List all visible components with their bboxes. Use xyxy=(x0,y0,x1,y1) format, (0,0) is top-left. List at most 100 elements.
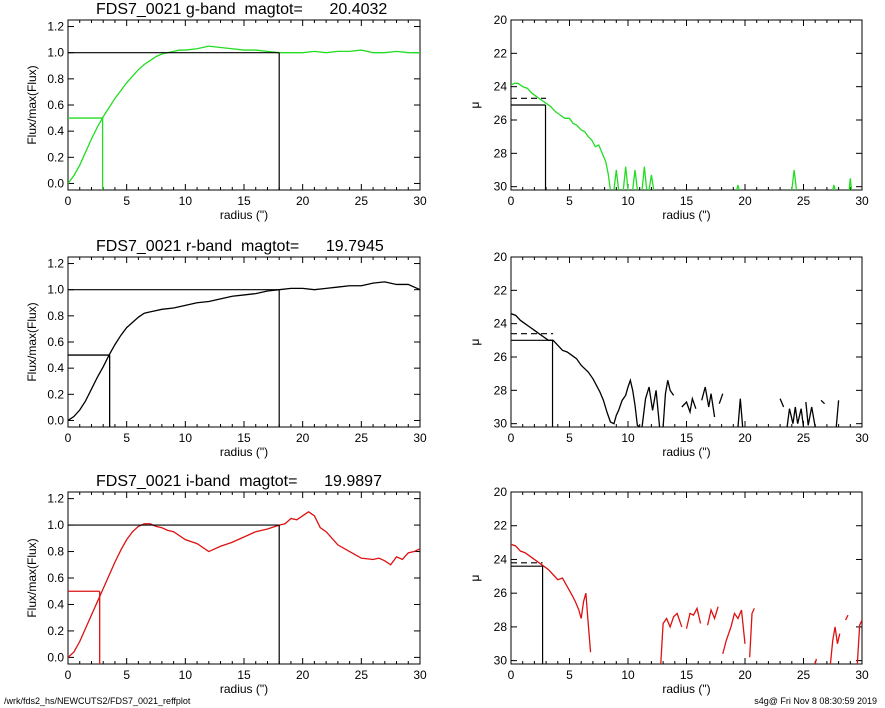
i-profile-xlabel: radius (") xyxy=(662,682,710,696)
i-profile-ylabel: μ xyxy=(468,574,482,581)
i-profile-ytick-label: 24 xyxy=(494,552,508,566)
i-profile-xtick-label: 15 xyxy=(680,668,694,682)
r-growth-xtick-label: 0 xyxy=(65,431,72,445)
r-profile-profile-segment xyxy=(662,380,675,427)
r-profile-ytick-label: 30 xyxy=(494,417,508,431)
g-growth-plot-area xyxy=(68,45,420,190)
g-profile-xtick-label: 15 xyxy=(680,194,694,208)
g-growth-ytick-label: 0.8 xyxy=(47,72,64,86)
r-growth-ytick-label: 0.2 xyxy=(47,387,64,401)
r-profile-xtick-label: 0 xyxy=(508,431,515,445)
g-profile-xtick-label: 10 xyxy=(621,194,635,208)
r-profile-profile-segment xyxy=(641,386,661,427)
g-profile-ytick-label: 28 xyxy=(494,146,508,160)
g-profile-frame xyxy=(510,19,863,191)
g-profile-ytick-label: 20 xyxy=(494,13,508,27)
i-growth-series-line xyxy=(68,511,420,658)
r-profile-ytick-label: 20 xyxy=(494,250,508,264)
r-growth-series-line xyxy=(68,281,420,422)
r-growth-ytick-label: 0.4 xyxy=(47,361,64,375)
g-profile-xtick-label: 5 xyxy=(566,194,573,208)
g-profile-xtick-label: 20 xyxy=(738,194,752,208)
i-growth-ytick-label: 0.4 xyxy=(47,597,64,611)
i-profile-profile-segment xyxy=(856,619,862,664)
i-growth-xlabel: radius (") xyxy=(220,682,268,696)
g-profile-ytick-label: 22 xyxy=(494,46,508,60)
g-profile-ytick-label: 30 xyxy=(494,180,508,194)
i-growth-ylabel: Flux/max(Flux) xyxy=(25,538,39,617)
r-profile-profile-segment xyxy=(681,396,697,415)
i-profile-profile-segment xyxy=(814,658,818,664)
g-profile-profile-segment xyxy=(632,169,639,190)
g-profile-panel: 0 5 10 15 20 25 30 20 22 24 26 28 30 radius (") μ xyxy=(468,13,869,222)
r-growth-xtick-label: 15 xyxy=(237,431,251,445)
r-growth-frame xyxy=(67,256,421,428)
g-profile-profile-segment xyxy=(832,184,836,190)
r-profile-profile-segment xyxy=(701,386,716,418)
footer-timestamp-label: s4g@ Fri Nov 8 08:30:59 2019 xyxy=(754,696,877,706)
g-growth-xtick-label: 10 xyxy=(179,194,193,208)
r-profile-xtick-label: 30 xyxy=(855,431,869,445)
i-profile-frame xyxy=(510,491,863,665)
g-growth-ytick-label: 0.0 xyxy=(47,176,64,190)
r-growth-ytick-label: 1.0 xyxy=(47,283,64,297)
r-profile-xlabel: radius (") xyxy=(662,445,710,459)
g-profile-xtick-label: 30 xyxy=(855,194,869,208)
i-profile-ytick-label: 28 xyxy=(494,620,508,634)
g-profile-profile-segment xyxy=(848,178,853,190)
i-profile-xtick-label: 20 xyxy=(738,668,752,682)
r-profile-xtick-label: 10 xyxy=(621,431,635,445)
i-profile-ytick-label: 26 xyxy=(494,586,508,600)
i-profile-profile-segment xyxy=(829,626,841,664)
r-growth-ytick-label: 0.6 xyxy=(47,335,64,349)
g-growth-xtick-label: 0 xyxy=(65,194,72,208)
g-profile-xtick-label: 0 xyxy=(508,194,515,208)
g-profile-profile-segment xyxy=(791,169,798,190)
r-profile-profile-segment xyxy=(718,393,724,404)
g-profile-xtick-label: 25 xyxy=(797,194,811,208)
r-profile-profile-segment xyxy=(786,406,805,427)
r-profile-profile-segment xyxy=(805,401,816,427)
g-profile-ytick-label: 24 xyxy=(494,80,508,94)
i-growth-ytick-label: 0.2 xyxy=(47,624,64,638)
g-growth-frame xyxy=(67,19,421,191)
g-growth-ytick-label: 0.4 xyxy=(47,124,64,138)
r-profile-profile-segment xyxy=(737,398,744,427)
i-growth-ytick-label: 0.6 xyxy=(47,571,64,585)
r-growth-ytick-label: 1.2 xyxy=(47,257,64,271)
g-profile-profile-segment xyxy=(622,166,629,190)
i-growth-ytick-label: 1.0 xyxy=(47,518,64,532)
r-growth-xtick-label: 30 xyxy=(413,431,427,445)
i-profile-profile-segment xyxy=(706,606,719,626)
r-profile-ylabel: μ xyxy=(468,338,482,345)
i-growth-title: FDS7_0021 i-band magtot= 19.9897 xyxy=(96,473,382,490)
r-profile-xtick-label: 25 xyxy=(797,431,811,445)
r-profile-profile-segment xyxy=(511,313,641,427)
r-growth-panel: 0 5 10 15 20 25 30 0.0 0.2 0.4 0.6 0.8 1.0 1.2 radius … xyxy=(25,238,427,459)
i-profile-profile-segment xyxy=(749,608,755,658)
g-growth-ytick-label: 0.2 xyxy=(47,150,64,164)
r-growth-ytick-label: 0.8 xyxy=(47,309,64,323)
r-profile-profile-segment xyxy=(820,399,826,405)
r-profile-ytick-label: 28 xyxy=(494,383,508,397)
r-profile-ytick-label: 22 xyxy=(494,283,508,297)
i-profile-profile-segment xyxy=(511,543,592,653)
g-growth-xtick-label: 15 xyxy=(237,194,251,208)
r-growth-ylabel: Flux/max(Flux) xyxy=(25,302,39,381)
g-profile-plot-area xyxy=(511,82,853,190)
i-profile-xtick-label: 30 xyxy=(855,668,869,682)
r-profile-xtick-label: 5 xyxy=(566,431,573,445)
i-profile-profile-segment xyxy=(685,606,702,629)
g-growth-panel: 0 5 10 15 20 25 30 0.0 0.2 0.4 0.6 0.8 1.0 1.2 radius … xyxy=(25,1,427,222)
g-growth-xtick-label: 25 xyxy=(355,194,369,208)
i-growth-xtick-label: 15 xyxy=(237,668,251,682)
g-growth-ytick-label: 0.6 xyxy=(47,98,64,112)
i-growth-ytick-label: 0.8 xyxy=(47,545,64,559)
i-profile-profile-segment xyxy=(722,609,746,655)
footer-path-label: /wrk/fds2_hs/NEWCUTS2/FDS7_0021_reffplot xyxy=(4,696,191,706)
g-profile-profile-segment xyxy=(641,166,648,190)
g-profile-ytick-label: 26 xyxy=(494,113,508,127)
r-growth-ytick-label: 0.0 xyxy=(47,413,64,427)
i-growth-xtick-label: 30 xyxy=(413,668,427,682)
